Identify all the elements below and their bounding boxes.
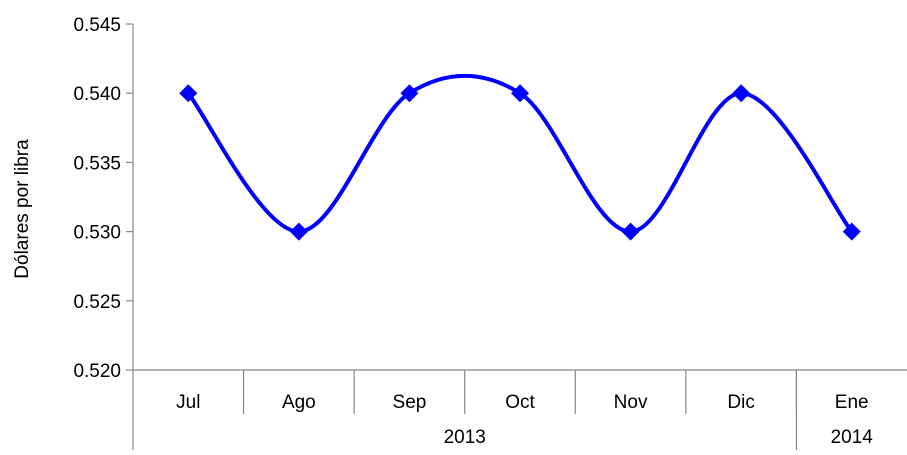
x-tick-label: Nov bbox=[614, 392, 648, 413]
y-tick-label: 0.525 bbox=[73, 292, 121, 313]
x-tick-label: Ago bbox=[282, 392, 316, 413]
x-tick-label: Jul bbox=[176, 392, 200, 413]
group-label: 2014 bbox=[831, 427, 874, 448]
y-tick-labels: 0.520 0.525 0.530 0.535 0.540 0.545 bbox=[73, 15, 121, 382]
x-tick-label: Dic bbox=[727, 392, 754, 413]
x-tick-label: Oct bbox=[505, 392, 535, 413]
y-tick-label: 0.540 bbox=[73, 84, 121, 105]
x-tick-label: Sep bbox=[393, 392, 427, 413]
x-tick-label: Ene bbox=[835, 392, 869, 413]
y-tick-label: 0.535 bbox=[73, 153, 121, 174]
data-point-marker bbox=[732, 84, 751, 103]
x-tick-labels: 2013 2014 Jul Ago Sep Oct Nov Dic Ene bbox=[176, 392, 873, 448]
y-tick-label: 0.530 bbox=[73, 223, 121, 244]
series-layer bbox=[179, 73, 861, 241]
data-point-marker bbox=[179, 84, 198, 103]
group-label: 2013 bbox=[444, 427, 486, 448]
data-point-marker bbox=[400, 84, 419, 103]
data-point-marker bbox=[842, 222, 861, 241]
y-axis-label: Dólares por libra bbox=[12, 139, 33, 279]
data-point-marker bbox=[289, 222, 308, 241]
data-point-marker bbox=[511, 84, 529, 103]
y-tick-label: 0.545 bbox=[73, 15, 121, 36]
y-tick-label: 0.520 bbox=[73, 361, 121, 382]
axes bbox=[126, 23, 907, 450]
data-point-marker bbox=[621, 222, 640, 241]
